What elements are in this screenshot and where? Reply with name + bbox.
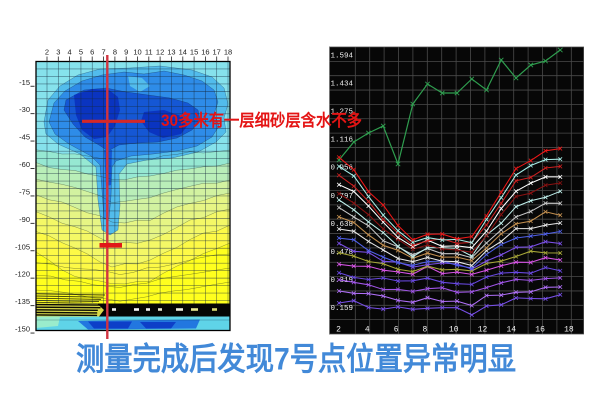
svg-text:7: 7 (102, 48, 106, 57)
svg-text:1.434: 1.434 (331, 80, 354, 88)
svg-text:0.159: 0.159 (331, 305, 354, 313)
svg-text:3: 3 (56, 48, 60, 57)
svg-text:-150: -150 (15, 325, 30, 334)
svg-text:9: 9 (124, 48, 128, 57)
svg-text:5: 5 (79, 48, 83, 57)
svg-text:15: 15 (190, 48, 198, 57)
svg-text:-30: -30 (19, 105, 30, 114)
svg-text:-120: -120 (15, 270, 30, 279)
svg-text:10: 10 (449, 326, 459, 335)
svg-text:16: 16 (535, 326, 545, 335)
svg-text:11: 11 (145, 48, 153, 57)
svg-text:30多米有一层细砂层含水不多: 30多米有一层细砂层含水不多 (161, 110, 362, 130)
svg-text:2: 2 (45, 48, 49, 57)
svg-text:8: 8 (113, 48, 117, 57)
svg-text:13: 13 (167, 48, 175, 57)
svg-text:测量完成后发现7号点位置异常明显: 测量完成后发现7号点位置异常明显 (76, 341, 516, 377)
svg-text:1.275: 1.275 (331, 109, 354, 117)
svg-text:6: 6 (394, 326, 399, 335)
svg-text:-60: -60 (19, 160, 30, 169)
svg-text:0.319: 0.319 (331, 277, 354, 285)
svg-text:0.638: 0.638 (331, 221, 354, 229)
svg-text:-90: -90 (19, 215, 30, 224)
svg-text:18: 18 (224, 48, 232, 57)
svg-text:12: 12 (156, 48, 164, 57)
svg-text:17: 17 (213, 48, 221, 57)
svg-text:4: 4 (365, 326, 370, 335)
svg-text:10: 10 (133, 48, 141, 57)
svg-text:-75: -75 (19, 188, 30, 197)
svg-text:8: 8 (422, 326, 427, 335)
svg-text:16: 16 (201, 48, 209, 57)
svg-text:-105: -105 (15, 242, 30, 251)
svg-text:-45: -45 (19, 133, 30, 142)
svg-text:0.797: 0.797 (331, 193, 354, 201)
svg-text:-135: -135 (15, 297, 30, 306)
svg-text:14: 14 (179, 48, 187, 57)
svg-text:1.594: 1.594 (331, 52, 354, 60)
svg-text:14: 14 (506, 326, 516, 335)
svg-text:6: 6 (90, 48, 94, 57)
svg-text:4: 4 (68, 48, 72, 57)
svg-text:-15: -15 (19, 78, 30, 87)
svg-text:18: 18 (564, 326, 574, 335)
svg-text:2: 2 (336, 326, 341, 335)
svg-text:12: 12 (478, 326, 488, 335)
svg-text:1.116: 1.116 (331, 137, 354, 145)
